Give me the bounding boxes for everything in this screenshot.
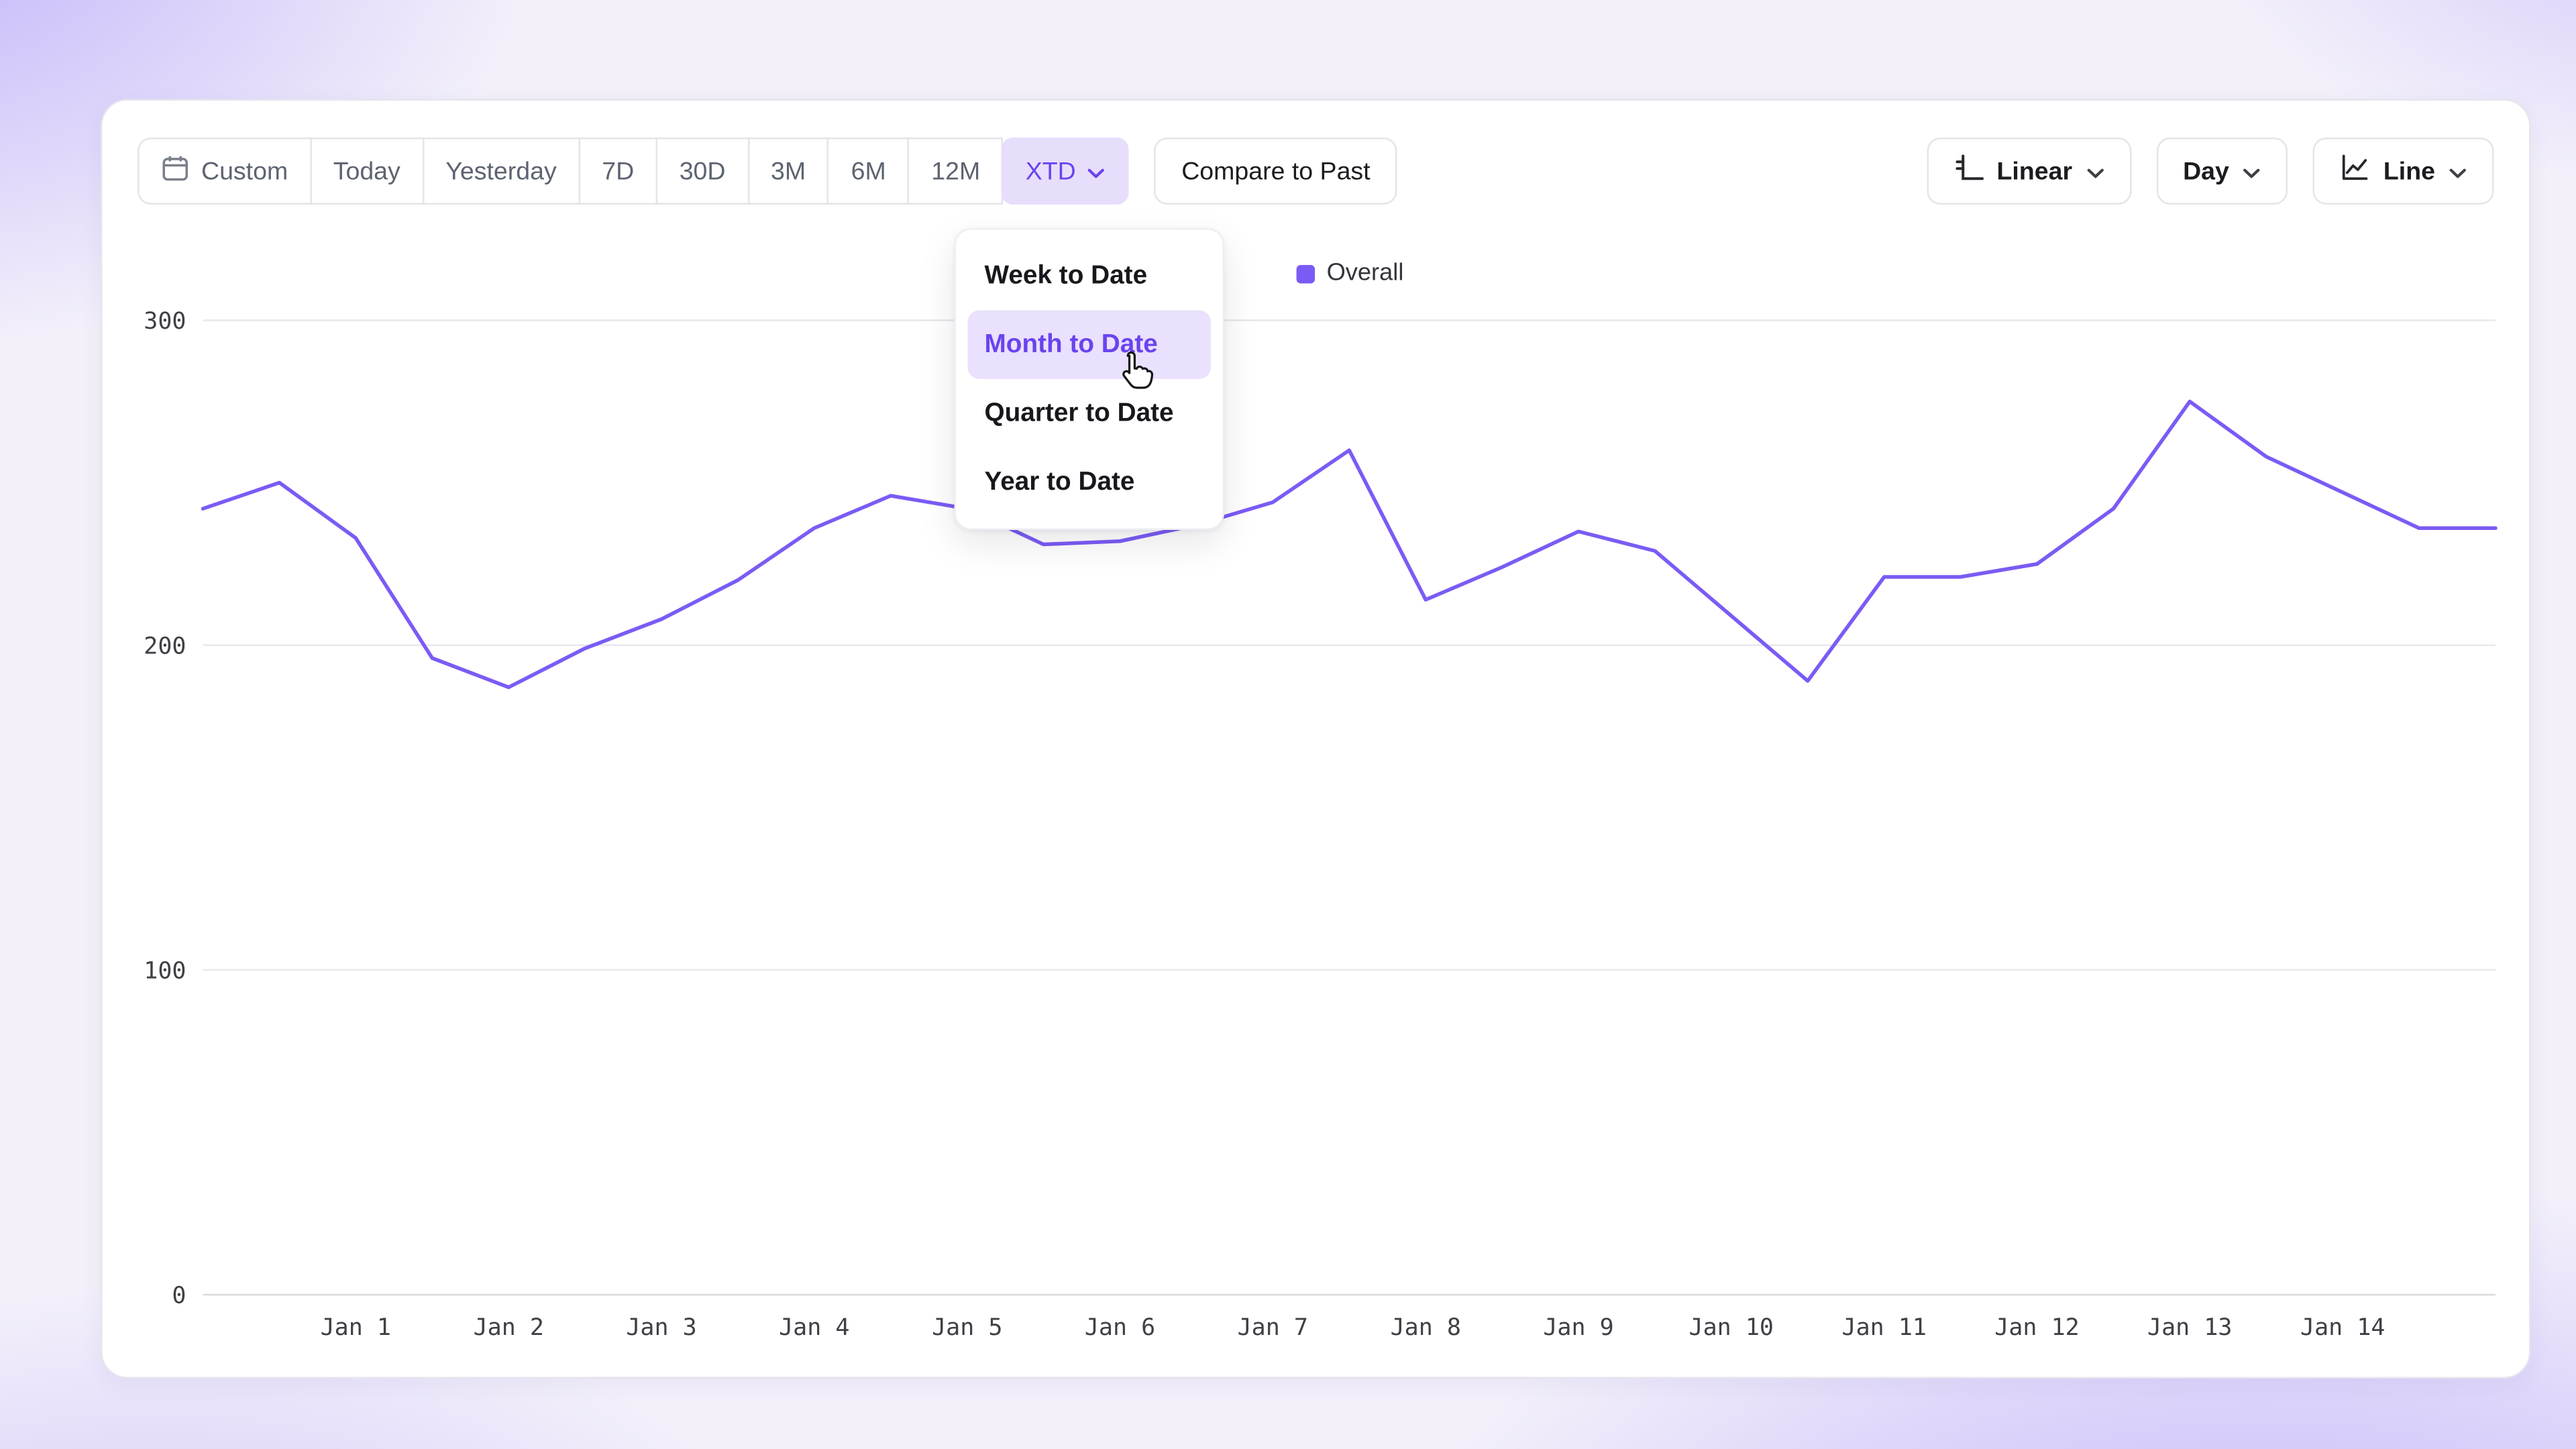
line-chart: 0 100 200 300 Jan 1 Jan 2 Jan 3 Jan 4 Jan 5 Jan 6… (144, 308, 2498, 1341)
calendar-icon (161, 154, 190, 189)
svg-text:Jan 8: Jan 8 (1391, 1314, 1461, 1341)
svg-text:Jan 9: Jan 9 (1543, 1314, 1613, 1341)
date-range-6m[interactable]: 6M (827, 138, 910, 205)
svg-text:Jan 3: Jan 3 (626, 1314, 696, 1341)
chart-type-dropdown[interactable]: Line (2312, 138, 2494, 205)
line-chart-icon (2340, 153, 2370, 190)
svg-text:200: 200 (144, 633, 186, 659)
svg-text:Jan 2: Jan 2 (474, 1314, 544, 1341)
compare-to-past-button[interactable]: Compare to Past (1155, 138, 1397, 205)
date-range-segmented-control: Custom Today Yesterday 7D 30D 3M 6M 12M XTD (138, 138, 1130, 205)
date-range-label: 7D (602, 156, 635, 186)
scale-dropdown-label: Linear (1996, 156, 2073, 186)
date-range-label: 3M (771, 156, 806, 186)
svg-text:Jan 4: Jan 4 (779, 1314, 849, 1341)
svg-text:Jan 7: Jan 7 (1238, 1314, 1308, 1341)
chevron-down-icon (1087, 157, 1106, 186)
date-range-3m[interactable]: 3M (747, 138, 830, 205)
menu-item-month-to-date[interactable]: Month to Date (967, 310, 1211, 379)
interval-dropdown[interactable]: Day (2156, 138, 2288, 205)
svg-text:Jan 14: Jan 14 (2300, 1314, 2385, 1341)
chevron-down-icon (2243, 157, 2261, 186)
date-range-yesterday[interactable]: Yesterday (422, 138, 580, 205)
menu-item-year-to-date[interactable]: Year to Date (984, 468, 1135, 497)
menu-item-week-to-date[interactable]: Week to Date (984, 262, 1148, 290)
date-range-label: Today (333, 156, 400, 186)
insight-card: Custom Today Yesterday 7D 30D 3M 6M 12M XTD Comp… (101, 99, 2531, 1379)
date-range-12m[interactable]: 12M (908, 138, 1004, 205)
date-range-7d[interactable]: 7D (578, 138, 658, 205)
toolbar: Custom Today Yesterday 7D 30D 3M 6M 12M XTD Comp… (138, 138, 2494, 205)
chevron-down-icon (2086, 157, 2104, 186)
date-range-label: 30D (679, 156, 726, 186)
toolbar-left: Custom Today Yesterday 7D 30D 3M 6M 12M XTD Comp… (138, 138, 1397, 205)
toolbar-right: Linear Day (1926, 138, 2494, 205)
axis-scale-icon (1953, 153, 1984, 190)
svg-text:Jan 11: Jan 11 (1842, 1314, 1927, 1341)
date-range-custom[interactable]: Custom (138, 138, 312, 205)
menu-item-quarter-to-date[interactable]: Quarter to Date (984, 399, 1174, 428)
svg-text:300: 300 (144, 308, 186, 335)
date-range-30d[interactable]: 30D (655, 138, 749, 205)
date-range-label: Yesterday (445, 156, 557, 186)
legend-swatch (1296, 264, 1316, 283)
chart-type-dropdown-label: Line (2383, 156, 2435, 186)
svg-text:Jan 13: Jan 13 (2147, 1314, 2232, 1341)
date-range-label: 6M (851, 156, 886, 186)
date-range-label: Custom (201, 156, 288, 186)
svg-text:Jan 10: Jan 10 (1689, 1314, 1774, 1341)
svg-text:Jan 6: Jan 6 (1085, 1314, 1155, 1341)
date-range-today[interactable]: Today (309, 138, 424, 205)
svg-text:Jan 12: Jan 12 (1994, 1314, 2079, 1341)
legend-label: Overall (1326, 260, 1404, 287)
interval-dropdown-label: Day (2183, 156, 2229, 186)
date-range-label: 12M (931, 156, 981, 186)
svg-text:0: 0 (172, 1283, 186, 1309)
date-range-xtd[interactable]: XTD (1002, 138, 1130, 205)
date-range-label: XTD (1025, 156, 1076, 186)
svg-text:100: 100 (144, 957, 186, 984)
date-range-dropdown-menu: Week to Date Month to Date Quarter to Date… (954, 228, 1224, 530)
svg-text:Jan 1: Jan 1 (321, 1314, 391, 1341)
chevron-down-icon (2449, 157, 2467, 186)
legend: Overall (1296, 260, 1404, 287)
svg-text:Jan 5: Jan 5 (932, 1314, 1002, 1341)
scale-dropdown[interactable]: Linear (1926, 138, 2131, 205)
